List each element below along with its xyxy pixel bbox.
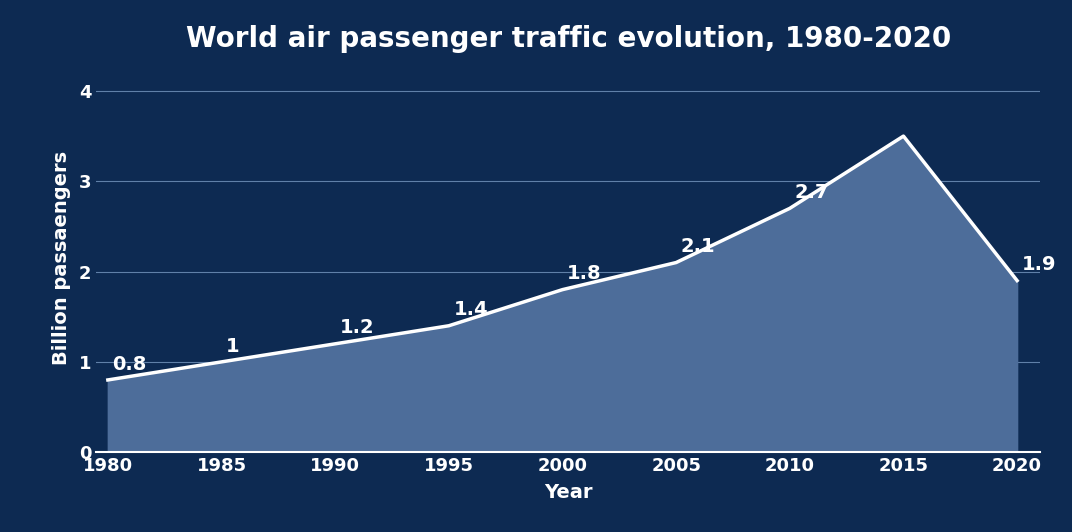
Text: 0.8: 0.8 (113, 355, 147, 373)
Text: 2.7: 2.7 (794, 183, 829, 202)
Text: 2.1: 2.1 (681, 237, 715, 256)
Text: 1.4: 1.4 (453, 301, 488, 319)
Y-axis label: Billion passaengers: Billion passaengers (51, 151, 71, 365)
Text: 1.8: 1.8 (567, 264, 601, 284)
Text: 1: 1 (226, 337, 240, 355)
X-axis label: Year: Year (544, 484, 593, 502)
Text: 1.2: 1.2 (340, 319, 374, 337)
Text: 1.9: 1.9 (1022, 255, 1056, 275)
Title: World air passenger traffic evolution, 1980-2020: World air passenger traffic evolution, 1… (185, 25, 951, 53)
